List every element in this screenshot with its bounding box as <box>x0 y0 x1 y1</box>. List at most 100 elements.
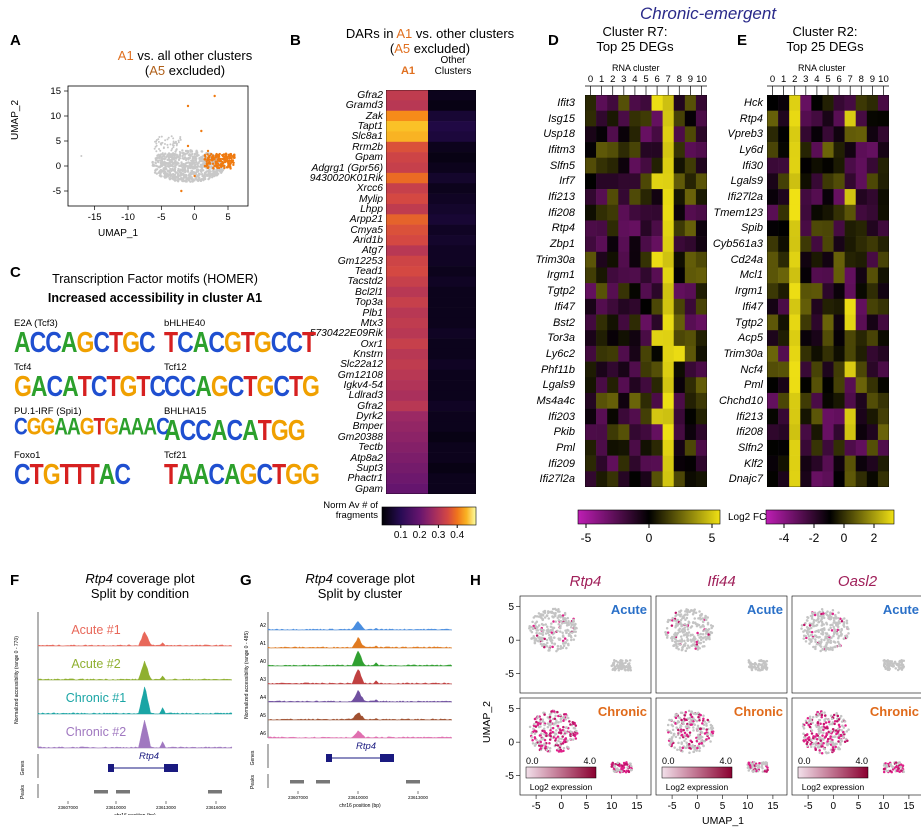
umap-point-expr <box>543 637 546 641</box>
heat-cell <box>778 95 790 111</box>
heat-cell <box>695 173 707 190</box>
heat-cell <box>833 142 845 159</box>
umap-point <box>551 607 555 611</box>
heat-cell <box>855 283 868 300</box>
umap-point-a1 <box>186 144 190 148</box>
heat-cell <box>640 314 652 331</box>
umap-point <box>691 613 695 616</box>
umap-point <box>702 723 706 726</box>
umap-point <box>200 169 203 172</box>
heat-cell <box>386 235 428 246</box>
motif: Tcf21 TAACAGCTGG <box>164 450 320 490</box>
umap-point-expr <box>532 624 535 628</box>
umap-point <box>174 140 177 143</box>
genes-label: Genes <box>250 750 256 765</box>
heat-cell <box>640 157 652 174</box>
umap-point <box>814 647 817 651</box>
umap-point <box>679 613 682 617</box>
umap-point <box>843 617 846 620</box>
umap-point-expr <box>680 718 683 722</box>
heat-cell <box>428 452 476 464</box>
heat-cell <box>844 330 857 347</box>
umap-point <box>809 639 812 642</box>
heat-cell <box>778 439 790 456</box>
heat-cell <box>629 330 641 347</box>
heat-cell <box>811 204 823 221</box>
umap-point <box>537 639 541 643</box>
umap-point <box>192 171 196 174</box>
legend-max: 4.0 <box>583 756 596 766</box>
heat-cell <box>428 400 476 412</box>
umap-point <box>570 631 574 634</box>
heat-cell <box>607 251 619 268</box>
heat-cell <box>618 157 630 174</box>
umap-point <box>665 633 669 636</box>
umap-point <box>683 639 686 643</box>
tick-label: -5 <box>532 801 541 812</box>
umap-point <box>174 179 177 182</box>
heat-cell <box>662 471 675 487</box>
umap-point <box>829 740 832 743</box>
umap-point <box>709 723 713 727</box>
gene-label: Supt3 <box>356 462 383 474</box>
umap-point-expr <box>552 710 556 713</box>
umap-point-expr <box>698 742 701 746</box>
heat-cell <box>618 471 630 487</box>
gene-label: Tectb <box>358 442 383 454</box>
umap-point-expr <box>556 735 560 739</box>
heat-cell <box>789 267 801 284</box>
umap-point-a1 <box>203 157 207 161</box>
umap-point <box>817 728 820 731</box>
umap-point-a1 <box>228 155 232 159</box>
umap-point-expr <box>677 728 680 732</box>
heat-cell <box>386 307 428 319</box>
heat-cell <box>822 220 834 237</box>
coverage-track <box>37 631 233 647</box>
umap-point <box>698 646 701 650</box>
heat-cell <box>651 95 663 111</box>
heat-cell <box>662 314 675 331</box>
heat-cell <box>684 330 697 347</box>
heat-cell <box>585 267 597 284</box>
umap-point <box>709 631 713 634</box>
umap-point-expr <box>696 631 699 635</box>
umap-point-expr <box>539 740 542 744</box>
track-label: A1 <box>260 641 266 647</box>
umap-point <box>193 165 197 169</box>
heat-cell <box>822 283 834 300</box>
motif-name: E2A (Tcf3) <box>14 318 58 329</box>
umap-point <box>196 162 200 165</box>
umap-point <box>811 637 815 640</box>
heat-cell <box>673 424 686 441</box>
heat-cell <box>585 392 597 409</box>
umap-point-expr <box>680 733 684 737</box>
umap-point <box>691 745 695 749</box>
heat-cell <box>618 345 630 362</box>
umap-point <box>549 724 552 727</box>
gene-label: Arpp21 <box>349 214 383 226</box>
umap-point-expr <box>549 734 552 738</box>
gene-label: Acp5 <box>737 332 763 345</box>
gene-label: Trim30a <box>723 347 763 360</box>
heat-cell <box>767 330 779 347</box>
heat-cell <box>662 377 675 394</box>
gene-label: Bmper <box>352 421 383 433</box>
umap-point <box>215 169 219 172</box>
umap-point <box>552 615 555 619</box>
umap-point <box>191 180 194 183</box>
heat-cell <box>428 421 476 433</box>
heat-cell <box>618 439 630 456</box>
umap-point <box>191 155 194 158</box>
heat-cell <box>607 220 619 237</box>
heat-cell <box>767 408 779 425</box>
heat-cell <box>695 283 707 300</box>
heat-cell <box>629 157 641 174</box>
track-label: A5 <box>260 713 266 719</box>
umap-point <box>899 663 903 667</box>
umap-point <box>834 629 838 632</box>
umap-point <box>612 663 615 667</box>
umap-point-a1 <box>217 163 220 166</box>
umap-point <box>693 643 696 646</box>
heat-cell <box>607 455 619 472</box>
umap-point <box>211 172 215 175</box>
